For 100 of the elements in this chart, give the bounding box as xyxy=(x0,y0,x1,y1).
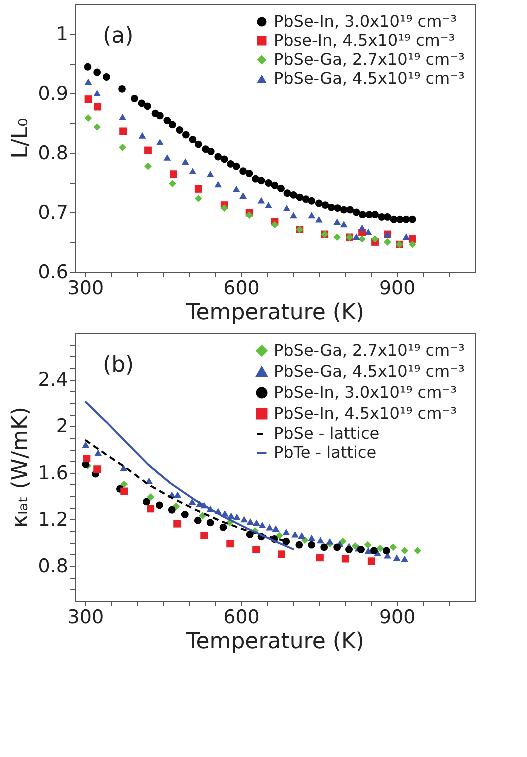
point xyxy=(315,200,323,208)
point xyxy=(328,204,336,212)
point xyxy=(401,547,409,555)
point xyxy=(346,206,354,214)
point xyxy=(376,544,384,552)
point xyxy=(164,154,172,161)
point xyxy=(82,442,90,448)
legend-label: Pbse-In, 4.5x10¹⁹ cm⁻³ xyxy=(274,31,456,50)
point xyxy=(292,531,299,538)
point xyxy=(189,168,197,175)
point xyxy=(408,216,416,224)
legend-label: PbSe-Ga, 4.5x10¹⁹ cm⁻³ xyxy=(274,362,465,381)
point xyxy=(271,182,279,190)
point xyxy=(144,162,152,170)
point xyxy=(226,540,234,548)
y-tick-label: 0.9 xyxy=(38,82,68,105)
point xyxy=(156,138,164,146)
point xyxy=(346,546,353,554)
point xyxy=(278,184,285,192)
point xyxy=(156,502,164,510)
point xyxy=(144,102,152,110)
point xyxy=(214,153,222,161)
point xyxy=(194,186,202,193)
point xyxy=(120,488,128,496)
point xyxy=(308,212,316,219)
point xyxy=(258,197,266,204)
point xyxy=(408,240,416,248)
y-tick-label: 0.7 xyxy=(38,202,68,224)
point xyxy=(258,177,266,185)
point xyxy=(240,516,248,523)
point xyxy=(194,195,202,202)
point xyxy=(120,128,128,136)
point xyxy=(296,194,304,202)
point xyxy=(246,518,254,525)
point xyxy=(372,236,379,243)
point xyxy=(120,480,128,488)
point xyxy=(402,234,410,240)
point xyxy=(276,532,284,540)
point xyxy=(368,558,376,566)
point xyxy=(252,175,260,183)
point xyxy=(402,216,410,224)
point xyxy=(358,236,366,243)
point xyxy=(334,218,342,226)
point xyxy=(278,550,286,558)
point xyxy=(258,522,266,528)
point xyxy=(370,547,378,555)
point xyxy=(170,170,178,178)
point xyxy=(308,534,316,542)
point xyxy=(182,131,190,139)
point xyxy=(393,554,401,562)
point xyxy=(94,90,102,97)
point xyxy=(265,202,272,209)
point xyxy=(322,202,330,209)
point xyxy=(340,206,348,214)
point xyxy=(227,160,235,168)
point xyxy=(168,180,176,188)
point xyxy=(188,498,196,506)
point xyxy=(342,555,350,563)
point xyxy=(283,205,291,212)
point xyxy=(119,114,126,120)
x-tick-label: 300 xyxy=(68,278,104,300)
x-tick-label: 600 xyxy=(224,278,260,300)
point xyxy=(102,74,110,81)
point xyxy=(326,538,334,545)
point xyxy=(317,537,324,544)
legend-label: PbSe-In, 3.0x10¹⁹ cm⁻³ xyxy=(274,383,458,402)
point xyxy=(138,132,146,139)
x-tick-label: 600 xyxy=(224,606,260,628)
point xyxy=(408,236,416,243)
point xyxy=(84,114,92,122)
point xyxy=(364,548,372,554)
y-tick-label: 1.2 xyxy=(38,508,68,531)
point xyxy=(182,158,190,166)
point xyxy=(390,544,398,552)
point xyxy=(240,168,248,176)
legend-label: PbSe-Ga, 2.7x10¹⁹ cm⁻³ xyxy=(274,50,465,69)
point xyxy=(414,547,422,555)
point xyxy=(296,541,304,549)
point xyxy=(364,541,372,549)
point xyxy=(284,190,292,198)
point xyxy=(282,529,290,536)
point xyxy=(334,544,342,552)
point xyxy=(315,216,323,223)
point xyxy=(181,511,189,518)
point xyxy=(220,156,228,164)
point xyxy=(232,186,240,192)
point xyxy=(206,171,214,178)
point xyxy=(390,216,398,224)
point xyxy=(176,126,184,134)
point xyxy=(240,192,248,199)
y-tick-label: 0.8 xyxy=(38,556,68,578)
point xyxy=(174,492,182,498)
point xyxy=(94,103,102,111)
y-tick-label: 1 xyxy=(56,23,68,46)
point xyxy=(290,191,298,199)
point xyxy=(131,94,138,102)
point xyxy=(382,547,390,555)
legend-label: PbSe-Ga, 4.5x10¹⁹ cm⁻³ xyxy=(274,69,465,88)
legend-label: PbSe-In, 3.0x10¹⁹ cm⁻³ xyxy=(274,12,458,31)
point xyxy=(94,124,102,131)
